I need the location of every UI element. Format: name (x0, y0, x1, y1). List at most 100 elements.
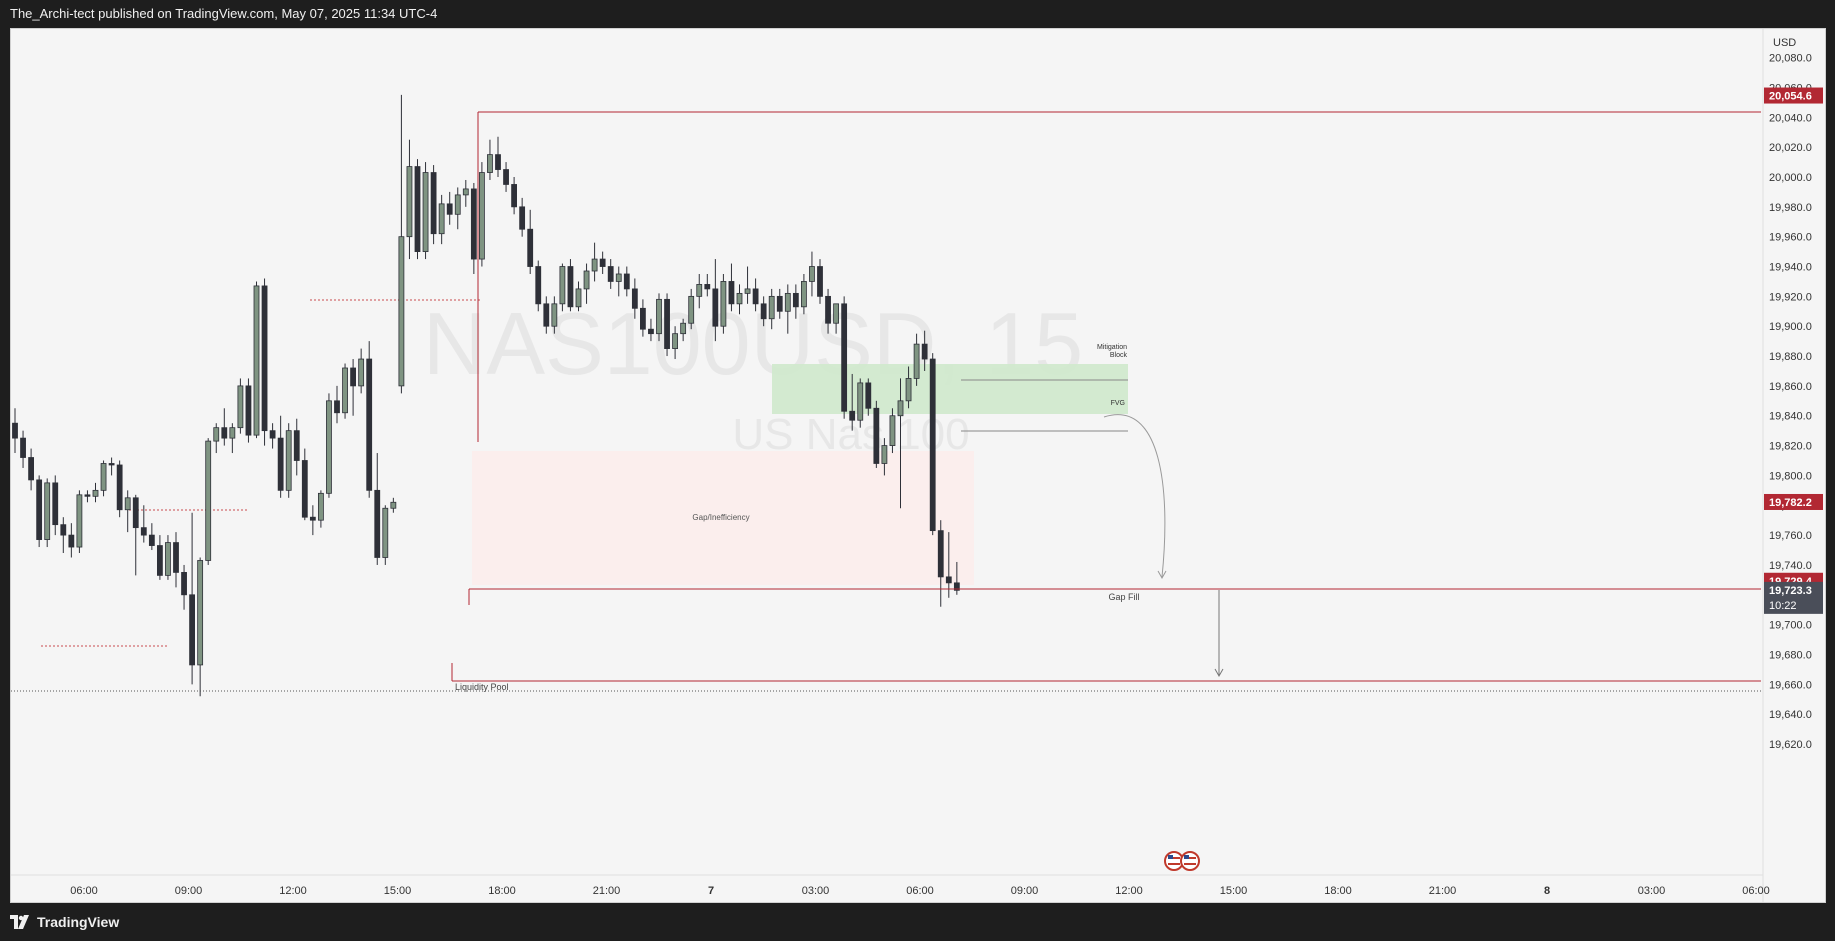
bear-candle[interactable] (567, 259, 574, 312)
bear-candle[interactable] (334, 385, 340, 424)
price-axis[interactable]: USD (1762, 29, 1825, 902)
bull-candle[interactable] (205, 438, 212, 565)
bull-candle[interactable] (438, 194, 445, 245)
bear-candle[interactable] (181, 564, 187, 610)
bear-candle[interactable] (776, 288, 783, 319)
bull-candle[interactable] (913, 333, 920, 386)
bull-candle[interactable] (92, 482, 99, 503)
bull-candle[interactable] (285, 423, 292, 498)
bear-candle[interactable] (189, 512, 196, 685)
bear-candle[interactable] (261, 278, 268, 446)
gap-inefficiency-zone[interactable] (472, 451, 974, 585)
bear-candle[interactable] (20, 430, 26, 468)
fvg-zone[interactable] (772, 364, 1128, 414)
bull-candle[interactable] (462, 179, 469, 207)
bull-candle[interactable] (551, 296, 558, 334)
bull-candle[interactable] (358, 348, 365, 394)
bull-candle[interactable] (801, 273, 807, 315)
tradingview-logo[interactable]: TradingView (0, 905, 119, 939)
bear-candle[interactable] (277, 415, 284, 498)
bull-candle[interactable] (197, 557, 204, 697)
bear-candle[interactable] (825, 288, 831, 334)
bear-candle[interactable] (503, 162, 509, 192)
bear-candle[interactable] (599, 251, 606, 274)
bull-candle[interactable] (317, 490, 324, 528)
chart-panel[interactable]: NAS100USD, 15 US Nas 100 Gap/Inefficienc… (10, 28, 1826, 903)
bear-candle[interactable] (269, 423, 276, 449)
bull-candle[interactable] (575, 281, 582, 312)
bear-candle[interactable] (221, 408, 228, 446)
bear-candle[interactable] (350, 359, 357, 416)
bear-candle[interactable] (132, 494, 139, 576)
bull-candle[interactable] (656, 293, 662, 342)
bear-candle[interactable] (140, 505, 147, 543)
bear-candle[interactable] (511, 177, 518, 215)
bull-candle[interactable] (857, 378, 864, 428)
bear-candle[interactable] (543, 296, 550, 334)
bull-candle[interactable] (124, 490, 131, 533)
price-badge[interactable]: 19,782.2 (1764, 493, 1823, 510)
bear-candle[interactable] (728, 263, 735, 312)
bear-candle[interactable] (116, 460, 123, 518)
bear-candle[interactable] (607, 259, 614, 289)
bull-candle[interactable] (881, 438, 888, 476)
bear-candle[interactable] (28, 448, 35, 491)
bear-candle[interactable] (519, 197, 526, 237)
bull-candle[interactable] (672, 326, 678, 360)
bear-candle[interactable] (68, 523, 75, 558)
bull-candle[interactable] (342, 363, 348, 419)
bull-candle[interactable] (487, 139, 493, 180)
bull-candle[interactable] (382, 505, 389, 565)
bull-candle[interactable] (905, 366, 912, 409)
bear-candle[interactable] (301, 448, 308, 521)
bear-candle[interactable] (664, 293, 670, 357)
bear-candle[interactable] (36, 475, 43, 548)
bear-candle[interactable] (156, 535, 163, 580)
bear-candle[interactable] (712, 259, 719, 342)
bull-candle[interactable] (478, 162, 485, 267)
bull-candle[interactable] (559, 263, 566, 312)
bull-candle[interactable] (615, 266, 622, 297)
bear-candle[interactable] (245, 378, 252, 443)
bull-candle[interactable] (253, 281, 260, 439)
bear-candle[interactable] (309, 505, 316, 536)
bull-candle[interactable] (406, 139, 413, 260)
bull-candle[interactable] (768, 288, 775, 330)
us-flag-icon[interactable] (1180, 851, 1200, 871)
bull-candle[interactable] (583, 263, 590, 304)
bear-candle[interactable] (414, 159, 421, 260)
bear-candle[interactable] (921, 330, 928, 371)
gap-fill-arrow[interactable] (1103, 414, 1166, 578)
bull-candle[interactable] (889, 408, 896, 454)
bull-candle[interactable] (422, 162, 429, 260)
event-icons[interactable] (1164, 851, 1200, 871)
bull-candle[interactable] (744, 266, 751, 304)
bear-candle[interactable] (873, 400, 880, 468)
bull-candle[interactable] (76, 490, 83, 554)
last-price-badge[interactable]: 19,723.3 10:22 (1764, 581, 1823, 614)
bear-candle[interactable] (792, 284, 799, 319)
bear-candle[interactable] (12, 408, 18, 454)
bull-candle[interactable] (680, 318, 687, 342)
bear-candle[interactable] (640, 299, 646, 337)
bear-candle[interactable] (52, 475, 59, 536)
bear-candle[interactable] (173, 532, 179, 588)
bull-candle[interactable] (696, 273, 703, 309)
bear-candle[interactable] (495, 136, 501, 177)
bull-candle[interactable] (398, 94, 405, 394)
bear-candle[interactable] (374, 453, 381, 565)
bear-candle[interactable] (849, 373, 856, 431)
bull-candle[interactable] (720, 273, 727, 334)
bull-candle[interactable] (736, 284, 743, 315)
bull-candle[interactable] (326, 393, 332, 498)
time-axis[interactable]: 06:00 09:00 12:00 15:00 18:00 21:00 7 03:00 06:0… (70, 885, 1770, 897)
bear-candle[interactable] (623, 266, 630, 297)
bear-candle[interactable] (841, 296, 848, 419)
bear-candle[interactable] (293, 418, 300, 476)
bear-candle[interactable] (84, 490, 91, 503)
bear-candle[interactable] (648, 318, 654, 342)
bear-candle[interactable] (929, 353, 936, 536)
bull-candle[interactable] (897, 378, 904, 509)
bull-candle[interactable] (237, 378, 244, 434)
bull-candle[interactable] (213, 423, 220, 454)
